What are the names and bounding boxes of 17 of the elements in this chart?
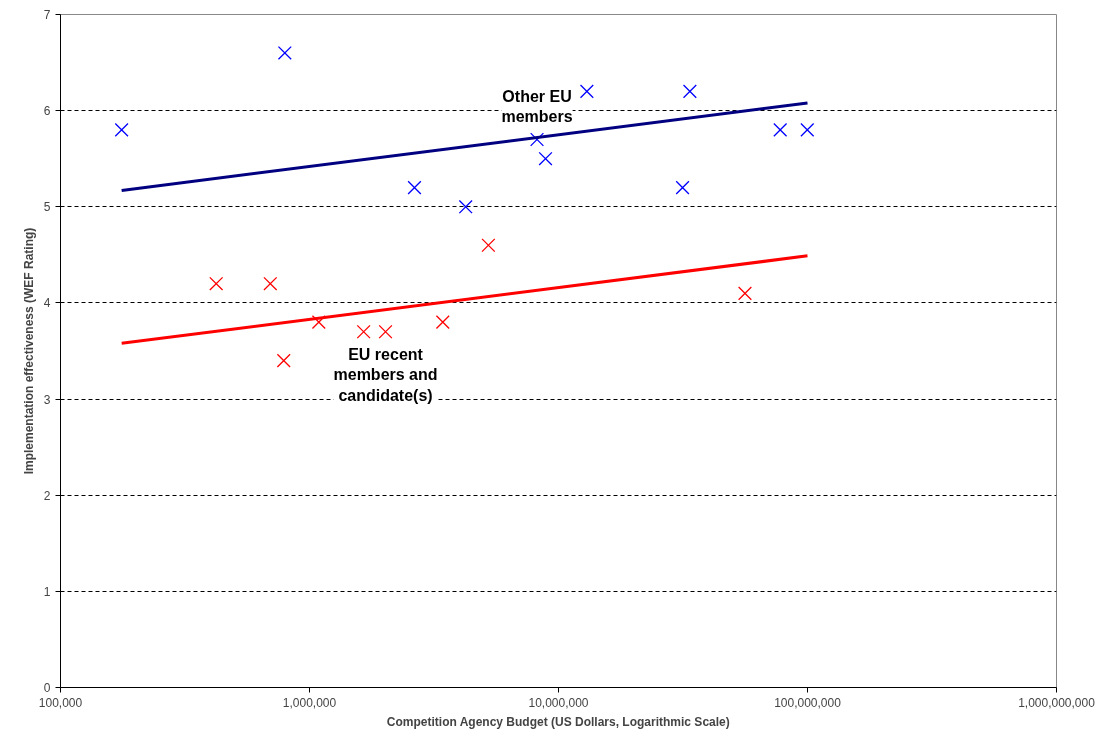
y-tick-label: 4: [43, 296, 51, 311]
y-tick-label: 1: [43, 584, 51, 599]
x-axis-title: Competition Agency Budget (US Dollars, Logarithmic Scale): [386, 714, 730, 729]
y-axis-title: Implementation effectiveness (WEF Rating): [21, 227, 36, 475]
series-label: EU recent members and candidate(s): [333, 345, 438, 404]
x-tick-label: 100,000,000: [774, 695, 842, 710]
x-tick-label: 10,000,000: [528, 695, 589, 710]
x-tick-label: 1,000,000: [282, 695, 337, 710]
y-tick-label: 5: [43, 200, 51, 215]
y-tick-label: 6: [43, 104, 51, 119]
y-tick-label: 3: [43, 392, 51, 407]
y-tick-label: 0: [43, 681, 51, 695]
x-tick-label: 1,000,000,000: [1018, 695, 1096, 710]
y-tick-label: 2: [43, 488, 51, 503]
y-tick-label: 7: [43, 8, 51, 22]
x-tick-label: 100,000: [38, 695, 83, 710]
series-label: Other EU members: [501, 88, 573, 126]
